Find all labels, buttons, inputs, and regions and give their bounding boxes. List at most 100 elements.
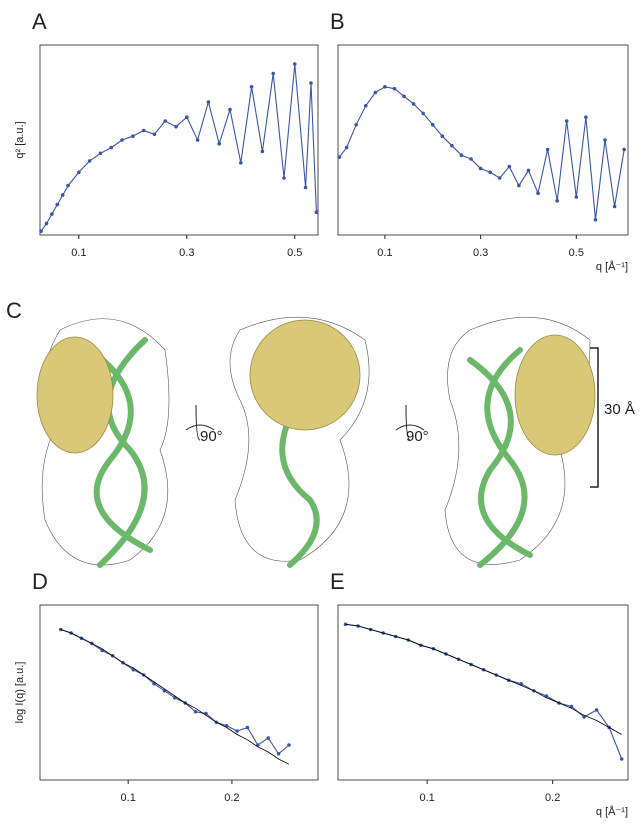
data-point	[245, 725, 250, 730]
x-tick-label: 0.1	[71, 247, 86, 259]
envelope	[229, 316, 370, 562]
data-point	[44, 221, 49, 226]
data-point	[66, 183, 70, 188]
rotation-arrow	[395, 404, 425, 441]
data-point	[569, 704, 574, 709]
data-point	[109, 145, 114, 150]
data-point	[287, 743, 291, 747]
data-point	[98, 151, 103, 156]
structure-panel: C 90° 90° 30 Å	[6, 298, 635, 568]
data-point	[260, 149, 265, 154]
data-point	[292, 62, 297, 66]
data-point	[271, 71, 275, 76]
panel-label: B	[330, 9, 345, 34]
x-tick-label: 0.2	[545, 792, 560, 804]
x-tick-label: 0.3	[179, 247, 194, 259]
data-point	[619, 757, 624, 761]
data-point	[87, 159, 92, 163]
data-point	[185, 115, 189, 119]
data-point	[519, 681, 524, 686]
data-point	[309, 81, 313, 85]
data-point	[206, 100, 211, 104]
data-point	[507, 164, 512, 169]
data-point	[344, 145, 349, 150]
data-point	[141, 128, 146, 133]
data-point	[402, 94, 406, 99]
data-point	[450, 143, 454, 148]
x-tick-label: 0.1	[121, 792, 136, 804]
data-point	[354, 123, 358, 127]
data-point	[594, 708, 599, 712]
data-point	[303, 185, 308, 190]
series-line	[60, 628, 290, 755]
series-line	[60, 629, 290, 765]
x-tick-label: 0.2	[224, 792, 239, 804]
data-point	[276, 751, 281, 756]
data-point	[440, 134, 445, 138]
nanoparticle	[36, 336, 114, 454]
data-point	[195, 138, 200, 142]
data-point	[411, 102, 416, 106]
helix	[279, 397, 320, 568]
data-point	[217, 142, 222, 146]
series-line	[345, 623, 622, 735]
series-line	[338, 86, 625, 220]
plot-frame	[39, 44, 319, 236]
data-point	[526, 168, 531, 173]
data-point	[383, 85, 387, 89]
data-point	[120, 138, 124, 142]
data-point	[60, 193, 65, 197]
data-point	[545, 147, 550, 152]
series-line	[345, 623, 623, 760]
data-point	[174, 124, 178, 129]
data-point	[373, 90, 378, 95]
x-tick-label: 0.3	[473, 247, 488, 259]
panel-label: E	[330, 569, 345, 594]
plot-frame	[337, 604, 629, 781]
data-point	[555, 199, 559, 203]
nanoparticle	[249, 319, 361, 431]
data-point	[421, 111, 425, 116]
data-point	[622, 147, 626, 152]
series-line	[40, 63, 317, 232]
data-point	[517, 183, 521, 188]
data-point	[266, 736, 271, 740]
data-point	[488, 170, 492, 175]
helix	[87, 347, 153, 553]
data-point	[163, 119, 168, 123]
data-point	[363, 104, 368, 108]
x-tick-label: 0.5	[569, 247, 584, 259]
plot-frame	[337, 44, 629, 236]
data-point	[337, 155, 342, 159]
data-point	[582, 715, 586, 719]
panel-label: D	[32, 569, 48, 594]
x-axis-label: q [Å⁻¹]	[596, 805, 628, 818]
rotation-label: 90°	[406, 428, 429, 445]
data-point	[249, 85, 254, 89]
plot-frame	[39, 604, 319, 781]
data-point	[77, 170, 81, 175]
data-point	[612, 204, 617, 209]
data-point	[574, 195, 579, 199]
envelope	[444, 316, 591, 565]
x-axis-label: q [Å⁻¹]	[596, 260, 628, 273]
data-point	[478, 166, 483, 171]
x-tick-label: 0.1	[377, 247, 392, 259]
data-point	[536, 191, 540, 195]
scale-label: 30 Å	[604, 401, 635, 418]
data-point	[193, 709, 198, 714]
data-point	[39, 229, 43, 233]
helix	[467, 357, 533, 558]
y-axis-label: q² [a.u.]	[14, 121, 26, 158]
data-point	[131, 134, 135, 138]
data-point	[392, 86, 397, 91]
data-point	[584, 115, 588, 119]
data-point	[564, 119, 569, 123]
x-tick-label: 0.1	[419, 792, 434, 804]
y-axis-label: log I(q) [a.u.]	[14, 662, 26, 724]
data-point	[469, 157, 473, 161]
data-point	[593, 218, 598, 222]
data-point	[459, 153, 464, 157]
data-point	[497, 176, 502, 180]
